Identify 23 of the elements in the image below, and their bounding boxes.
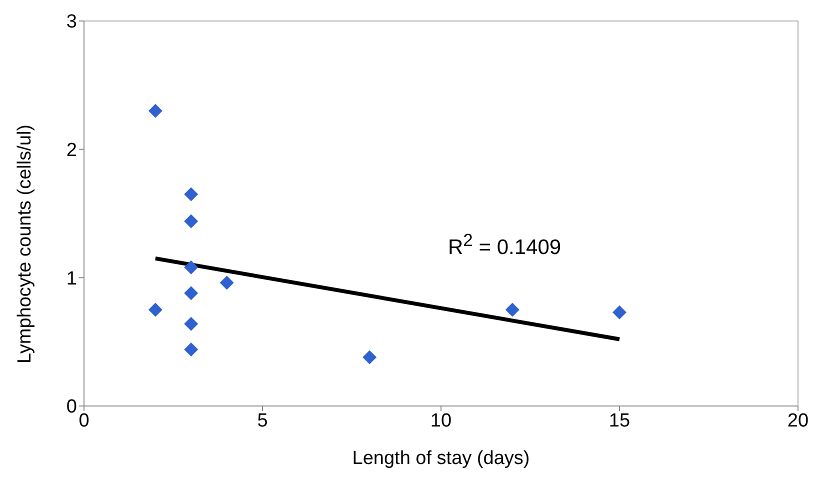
y-tick-label: 3 <box>66 12 77 33</box>
point <box>362 350 377 364</box>
x-tick-label: 15 <box>608 410 630 432</box>
point <box>184 342 198 357</box>
point <box>220 276 234 290</box>
x-tick-label: 5 <box>257 410 268 432</box>
point <box>184 260 198 274</box>
x-tick-label: 10 <box>430 410 452 432</box>
point <box>612 305 626 320</box>
y-tick-label: 2 <box>66 140 77 162</box>
point <box>184 286 198 300</box>
point <box>184 316 198 331</box>
x-tick-label: 20 <box>787 410 809 432</box>
y-axis-title: Lymphocyte counts (cells/ul) <box>14 124 36 364</box>
annotation: R$^{2}$ = 0.1409 <box>448 230 562 260</box>
y-tick-label: 0 <box>66 396 77 418</box>
point <box>505 302 520 317</box>
point <box>148 104 162 118</box>
point <box>184 187 198 202</box>
y-tick-label: 1 <box>66 268 77 290</box>
point <box>184 214 198 228</box>
point <box>148 302 162 317</box>
x-axis-title: Length of stay (days) <box>352 448 530 469</box>
